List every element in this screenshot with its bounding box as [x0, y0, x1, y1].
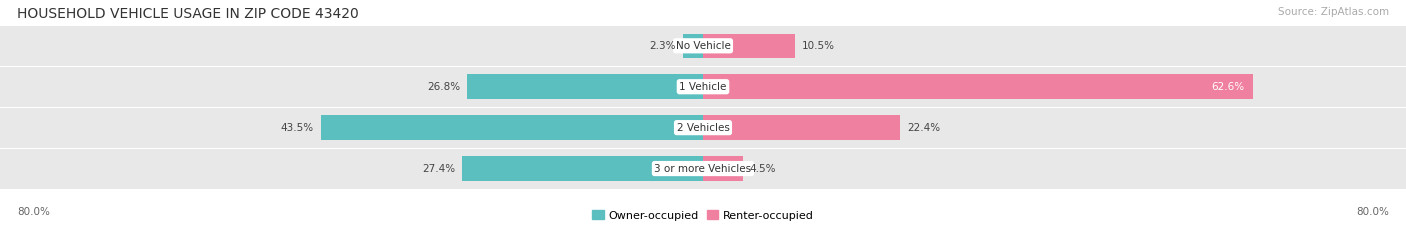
Bar — [0, 108, 1406, 148]
Text: 80.0%: 80.0% — [1357, 207, 1389, 217]
Text: HOUSEHOLD VEHICLE USAGE IN ZIP CODE 43420: HOUSEHOLD VEHICLE USAGE IN ZIP CODE 4342… — [17, 7, 359, 21]
Text: 3 or more Vehicles: 3 or more Vehicles — [654, 164, 752, 174]
Bar — [463, 156, 703, 181]
Text: 2.3%: 2.3% — [650, 41, 676, 51]
Bar — [703, 156, 742, 181]
Bar — [703, 115, 900, 140]
Bar — [321, 115, 703, 140]
Bar — [0, 26, 1406, 66]
Text: 22.4%: 22.4% — [907, 123, 941, 133]
Text: 27.4%: 27.4% — [422, 164, 456, 174]
Text: 62.6%: 62.6% — [1211, 82, 1244, 92]
Text: 43.5%: 43.5% — [281, 123, 314, 133]
Text: 4.5%: 4.5% — [749, 164, 776, 174]
Bar — [467, 75, 703, 99]
Text: No Vehicle: No Vehicle — [675, 41, 731, 51]
Bar — [703, 75, 1253, 99]
Text: 2 Vehicles: 2 Vehicles — [676, 123, 730, 133]
Legend: Owner-occupied, Renter-occupied: Owner-occupied, Renter-occupied — [588, 206, 818, 225]
Text: 26.8%: 26.8% — [427, 82, 461, 92]
Bar — [683, 34, 703, 58]
Bar — [0, 67, 1406, 107]
Bar — [0, 148, 1406, 188]
Bar — [703, 34, 796, 58]
Text: Source: ZipAtlas.com: Source: ZipAtlas.com — [1278, 7, 1389, 17]
Text: 10.5%: 10.5% — [803, 41, 835, 51]
Text: 1 Vehicle: 1 Vehicle — [679, 82, 727, 92]
Text: 80.0%: 80.0% — [17, 207, 49, 217]
